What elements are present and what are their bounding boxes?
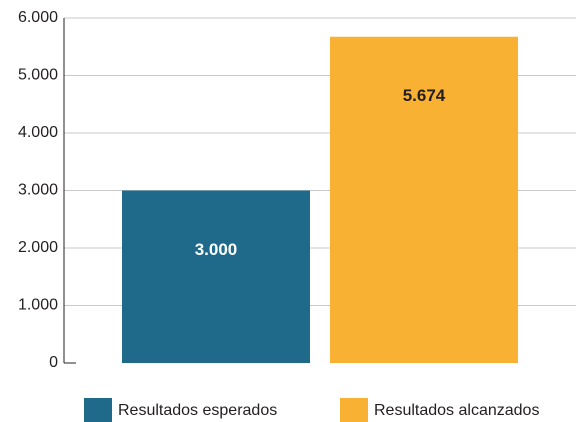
y-tick-label: 0 <box>49 354 58 371</box>
y-tick-label: 3.000 <box>18 182 58 199</box>
legend-label: Resultados esperados <box>118 402 277 419</box>
legend-swatch <box>84 398 112 422</box>
bar <box>330 36 518 364</box>
y-tick-label: 4.000 <box>18 124 58 141</box>
legend-label: Resultados alcanzados <box>374 402 539 419</box>
y-tick-label: 2.000 <box>18 239 58 256</box>
legend-swatch <box>340 398 368 422</box>
bar <box>122 190 310 363</box>
value-label: 3.000 <box>195 240 238 259</box>
y-tick-label: 5.000 <box>18 67 58 84</box>
value-label: 5.674 <box>403 86 446 105</box>
y-tick-label: 1.000 <box>18 297 58 314</box>
y-tick-label: 6.000 <box>18 9 58 26</box>
